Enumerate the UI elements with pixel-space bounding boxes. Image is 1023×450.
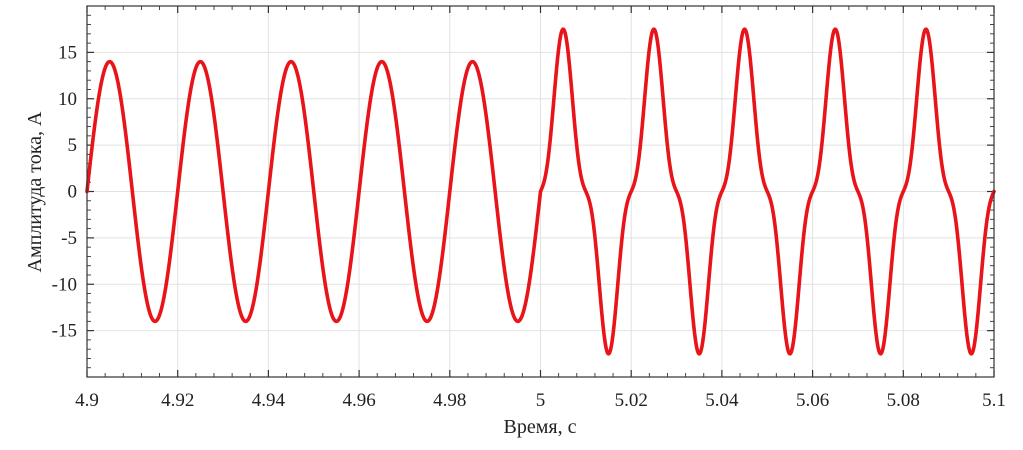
x-tick-label: 5.08 [887, 390, 920, 411]
x-tick-label: 5.06 [796, 390, 829, 411]
y-axis-title: Амплитуда тока, А [24, 111, 46, 273]
y-tick-label: -10 [52, 274, 77, 295]
x-tick-label: 4.94 [252, 390, 286, 411]
x-tick-label: 4.92 [161, 390, 194, 411]
y-tick-labels: 15 10 5 0 -5 -10 -15 [52, 42, 77, 341]
y-tick-label: 5 [68, 135, 78, 156]
x-tick-label: 5.02 [615, 390, 648, 411]
x-axis-title: Время, с [504, 416, 577, 438]
x-tick-labels: 4.9 4.92 4.94 4.96 4.98 5 5.02 5.04 5.06 5.08 5.1 [75, 390, 1006, 411]
y-tick-label: 10 [58, 89, 77, 110]
x-tick-label: 4.9 [75, 390, 99, 411]
y-tick-label: 0 [68, 182, 78, 203]
series-line-0 [85, 27, 996, 356]
x-tick-label: 5.1 [982, 390, 1006, 411]
x-tick-label: 4.96 [342, 390, 375, 411]
x-tick-label: 4.98 [433, 390, 466, 411]
x-tick-label: 5 [536, 390, 546, 411]
y-tick-label: -5 [61, 228, 77, 249]
y-tick-label: -15 [52, 321, 77, 342]
y-tick-label: 15 [58, 42, 77, 63]
plot-frame [86, 5, 995, 378]
series-layer [85, 27, 996, 356]
x-tick-label: 5.04 [705, 390, 739, 411]
